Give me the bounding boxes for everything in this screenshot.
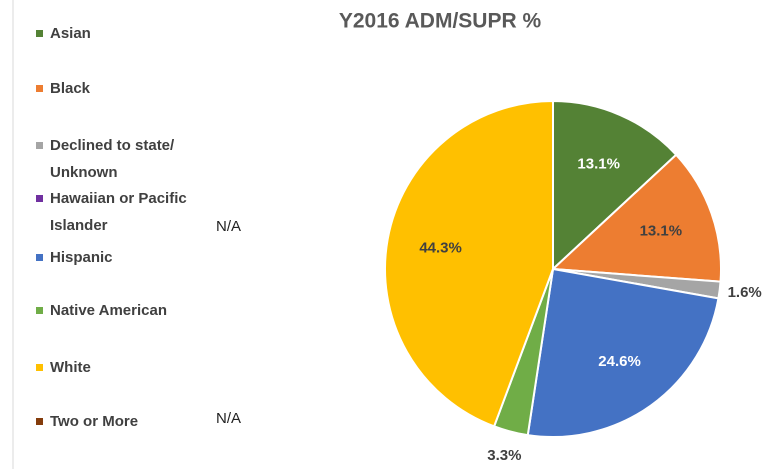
data-label: 13.1% [640, 222, 683, 239]
legend-swatch [36, 85, 43, 92]
na-label: N/A [216, 410, 242, 427]
legend-entry: Hawaiian or Pacific Islander [36, 185, 226, 239]
legend-entry: Black [36, 75, 226, 102]
legend-swatch [36, 307, 43, 314]
legend-label: Hispanic [50, 249, 113, 266]
chart-title: Y2016 ADM/SUPR % [339, 10, 542, 33]
data-label: 3.3% [487, 447, 521, 464]
legend-entry: Asian [36, 20, 226, 47]
na-label: N/A [216, 218, 242, 235]
pie-slice [526, 267, 720, 438]
legend-label: Declined to state/ Unknown [50, 137, 175, 181]
legend-swatch [36, 254, 43, 261]
data-label: 1.6% [728, 284, 762, 301]
legend-entry: Declined to state/ Unknown [36, 132, 226, 186]
legend-swatch [36, 142, 43, 149]
legend-swatch [36, 30, 43, 37]
pie-slice [552, 99, 678, 272]
legend-swatch [36, 364, 43, 371]
legend-swatch [36, 195, 43, 202]
legend-label: Native American [50, 302, 167, 319]
legend-entry: Two or More [36, 408, 226, 435]
data-label: 13.1% [577, 155, 620, 172]
legend-label: Hawaiian or Pacific Islander [50, 190, 187, 234]
legend-label: Two or More [50, 413, 139, 430]
legend-swatch [36, 418, 43, 425]
data-label: 24.6% [598, 353, 641, 370]
pie-slice [550, 153, 722, 283]
legend-entry: White [36, 354, 226, 381]
data-label: 44.3% [419, 240, 462, 257]
legend-label: Asian [50, 25, 91, 42]
legend-entry: Native American [36, 297, 226, 324]
pie-slice [384, 99, 554, 428]
legend-entry: Hispanic [36, 244, 226, 271]
legend-label: White [50, 359, 91, 376]
legend-label: Black [50, 80, 91, 97]
